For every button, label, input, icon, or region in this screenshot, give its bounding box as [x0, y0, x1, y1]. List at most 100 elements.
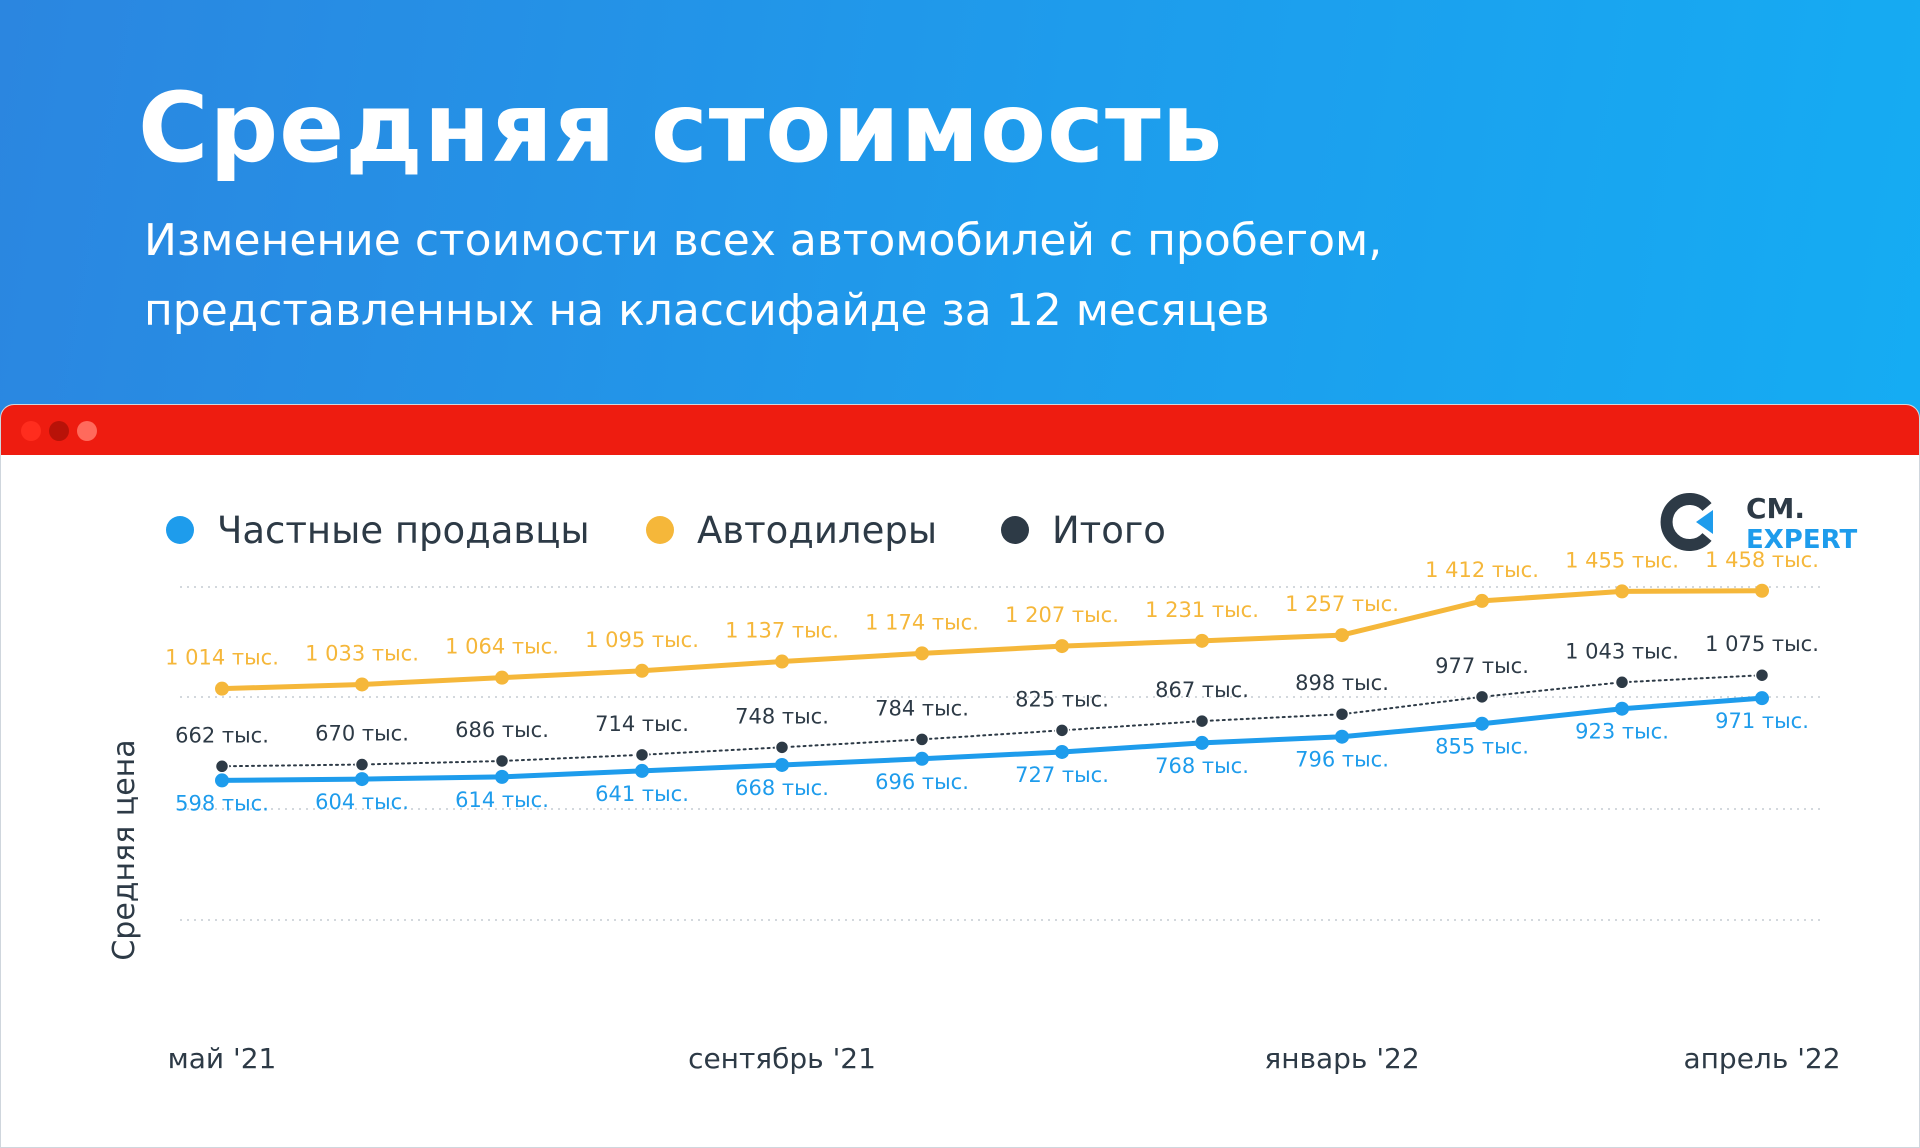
series-1-label-2: 1 064 тыс.	[445, 635, 559, 659]
series-0-point-7	[1195, 735, 1209, 750]
window-close-dot	[21, 421, 41, 441]
series-0-label-2: 614 тыс.	[455, 788, 549, 812]
series-1-point-11	[1755, 583, 1769, 598]
series-1-point-8	[1335, 628, 1349, 643]
series-0-point-1	[355, 772, 369, 787]
series-2-label-3: 714 тыс.	[595, 712, 689, 736]
series-1-point-10	[1615, 584, 1629, 599]
series-2-label-2: 686 тыс.	[455, 718, 549, 742]
x-tick-label-0: май '21	[168, 1042, 277, 1075]
series-0-label-9: 855 тыс.	[1435, 735, 1529, 759]
x-tick-label-1: сентябрь '21	[688, 1042, 876, 1075]
series-0-label-0: 598 тыс.	[175, 791, 269, 815]
series-1-point-6	[1055, 639, 1069, 654]
series-0-label-10: 923 тыс.	[1575, 720, 1669, 744]
series-0-point-8	[1335, 729, 1349, 744]
y-axis-label: Средняя цена	[107, 739, 142, 960]
cm-expert-logo: CM. EXPERT	[1660, 492, 1857, 555]
series-1-point-9	[1475, 593, 1489, 608]
series-0-point-5	[915, 751, 929, 766]
series-1-point-1	[355, 677, 369, 692]
legend-marker-0	[166, 516, 194, 544]
series-group: 598 тыс. 604 тыс. 614 тыс. 641 тыс. 668 тыс.…	[165, 548, 1819, 816]
series-0-point-6	[1055, 744, 1069, 759]
series-1-point-4	[775, 654, 789, 669]
series-2-point-2	[494, 753, 510, 769]
series-1-label-6: 1 207 тыс.	[1005, 603, 1119, 627]
series-1-point-2	[495, 670, 509, 685]
series-1-label-8: 1 257 тыс.	[1285, 592, 1399, 616]
legend-label-0: Частные продавцы	[217, 509, 590, 552]
series-2-label-0: 662 тыс.	[175, 723, 269, 747]
series-0-point-11	[1755, 691, 1769, 706]
series-line-2	[221, 674, 1763, 768]
series-1-label-5: 1 174 тыс.	[865, 610, 979, 634]
window-minimize-dot	[49, 421, 69, 441]
x-tick-label-2: январь '22	[1264, 1042, 1419, 1075]
page-title: Средняя стоимость	[138, 72, 1224, 184]
header-banner: Средняя стоимость Изменение стоимости вс…	[0, 0, 1920, 420]
series-0-label-4: 668 тыс.	[735, 776, 829, 800]
series-2-label-6: 825 тыс.	[1015, 687, 1109, 711]
series-0-label-11: 971 тыс.	[1715, 709, 1809, 733]
window-maximize-dot	[77, 421, 97, 441]
logo-c-icon	[1660, 493, 1712, 551]
window-title-bar	[1, 405, 1919, 455]
series-2-point-1	[354, 757, 370, 772]
series-2-point-7	[1194, 713, 1210, 729]
series-2-point-6	[1054, 723, 1070, 738]
series-0-point-2	[495, 769, 509, 784]
series-0-label-3: 641 тыс.	[595, 782, 689, 806]
series-0-point-0	[215, 773, 229, 788]
series-2-label-7: 867 тыс.	[1155, 678, 1249, 702]
series-2-point-4	[774, 740, 790, 755]
series-2-label-10: 1 043 тыс.	[1565, 639, 1679, 663]
series-2-label-5: 784 тыс.	[875, 696, 969, 720]
series-1-label-1: 1 033 тыс.	[305, 641, 419, 665]
logo-line1: CM.	[1746, 492, 1805, 525]
x-tick-label-3: апрель '22	[1683, 1042, 1840, 1075]
page-subtitle: Изменение стоимости всех автомобилей с п…	[144, 215, 1383, 336]
series-1-label-3: 1 095 тыс.	[585, 628, 699, 652]
series-0-label-1: 604 тыс.	[315, 790, 409, 814]
series-2-label-8: 898 тыс.	[1295, 671, 1389, 695]
grid-lines	[180, 586, 1820, 921]
series-0-label-8: 796 тыс.	[1295, 748, 1389, 772]
series-1-label-10: 1 455 тыс.	[1565, 548, 1679, 572]
series-1-label-0: 1 014 тыс.	[165, 646, 279, 670]
series-2-label-4: 748 тыс.	[735, 704, 829, 728]
series-0-label-5: 696 тыс.	[875, 770, 969, 794]
series-1-label-11: 1 458 тыс.	[1705, 548, 1819, 572]
series-0-point-4	[775, 757, 789, 772]
series-2-point-11	[1754, 667, 1770, 683]
chart-window	[0, 404, 1920, 1148]
logo-line2: EXPERT	[1746, 525, 1857, 555]
legend-marker-1	[646, 516, 674, 544]
x-axis-ticks: май '21 сентябрь '21 январь '22 апрель '22	[168, 1042, 1841, 1075]
series-0-point-10	[1615, 701, 1629, 716]
legend-label-2: Итого	[1052, 509, 1166, 552]
series-0-point-9	[1475, 716, 1489, 731]
series-2-point-9	[1474, 689, 1490, 705]
series-2-point-5	[914, 732, 930, 747]
series-1-point-3	[635, 663, 649, 678]
series-0-label-7: 768 тыс.	[1155, 754, 1249, 778]
series-0-point-3	[635, 763, 649, 778]
legend: Частные продавцы Автодилеры Итого	[166, 509, 1166, 552]
series-0-label-6: 727 тыс.	[1015, 763, 1109, 787]
series-2-point-0	[214, 759, 230, 774]
series-2-point-10	[1614, 675, 1630, 690]
series-1-label-7: 1 231 тыс.	[1145, 598, 1259, 622]
series-1-point-0	[215, 681, 229, 696]
series-2-label-1: 670 тыс.	[315, 722, 409, 746]
series-2-point-8	[1334, 706, 1350, 722]
legend-label-1: Автодилеры	[697, 509, 937, 552]
series-1-point-7	[1195, 633, 1209, 648]
series-line-0	[219, 695, 1765, 783]
series-2-label-9: 977 тыс.	[1435, 654, 1529, 678]
series-1-point-5	[915, 646, 929, 661]
series-line-1	[219, 588, 1765, 692]
legend-marker-2	[1001, 516, 1029, 544]
series-1-label-9: 1 412 тыс.	[1425, 558, 1539, 582]
